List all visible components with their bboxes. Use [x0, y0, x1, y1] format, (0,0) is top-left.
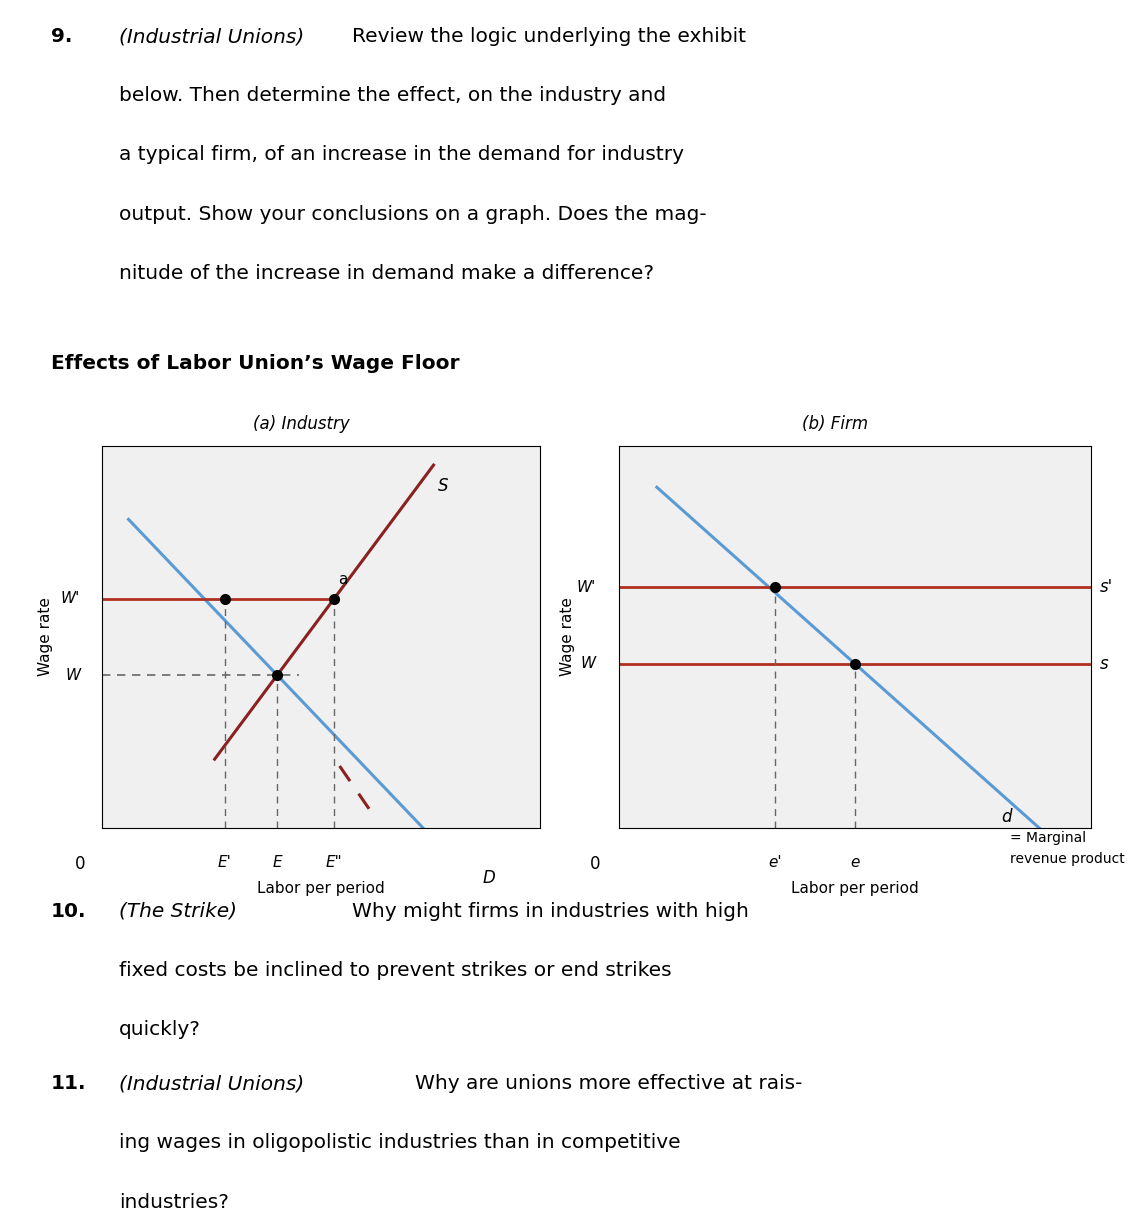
Text: Why are unions more effective at rais-: Why are unions more effective at rais-	[415, 1074, 802, 1093]
Text: W': W'	[61, 591, 81, 606]
Text: 9.: 9.	[51, 27, 73, 46]
Text: (Industrial Unions): (Industrial Unions)	[119, 1074, 304, 1093]
Text: 10.: 10.	[51, 902, 86, 920]
Text: W: W	[65, 668, 81, 683]
Text: = Marginal: = Marginal	[1010, 830, 1086, 845]
Text: Wage rate: Wage rate	[560, 598, 575, 676]
Text: 0: 0	[591, 855, 601, 872]
Text: output. Show your conclusions on a graph. Does the mag-: output. Show your conclusions on a graph…	[119, 205, 707, 223]
Text: 11.: 11.	[51, 1074, 86, 1093]
Text: a typical firm, of an increase in the demand for industry: a typical firm, of an increase in the de…	[119, 145, 684, 164]
Text: Why might firms in industries with high: Why might firms in industries with high	[352, 902, 749, 920]
Text: a: a	[339, 573, 348, 588]
Text: nitude of the increase in demand make a difference?: nitude of the increase in demand make a …	[119, 264, 654, 282]
Text: W: W	[580, 657, 595, 671]
Text: s: s	[1100, 654, 1109, 673]
Text: below. Then determine the effect, on the industry and: below. Then determine the effect, on the…	[119, 86, 667, 105]
Text: E: E	[273, 855, 282, 870]
Text: (b) Firm: (b) Firm	[802, 415, 868, 434]
Text: quickly?: quickly?	[119, 1020, 201, 1039]
Text: S: S	[437, 477, 449, 494]
Text: e': e'	[768, 855, 782, 870]
Text: e: e	[850, 855, 860, 870]
Text: (a) Industry: (a) Industry	[252, 415, 350, 434]
Text: Labor per period: Labor per period	[257, 881, 385, 897]
Text: (The Strike): (The Strike)	[119, 902, 237, 920]
Text: Labor per period: Labor per period	[791, 881, 919, 897]
Text: fixed costs be inclined to prevent strikes or end strikes: fixed costs be inclined to prevent strik…	[119, 961, 671, 979]
Text: 0: 0	[75, 855, 85, 872]
Text: Review the logic underlying the exhibit: Review the logic underlying the exhibit	[352, 27, 746, 46]
Text: W': W'	[576, 580, 595, 595]
Text: E': E'	[218, 855, 232, 870]
Text: Effects of Labor Union’s Wage Floor: Effects of Labor Union’s Wage Floor	[51, 354, 460, 372]
Text: industries?: industries?	[119, 1193, 229, 1211]
Text: s': s'	[1100, 578, 1113, 596]
Text: E": E"	[326, 855, 342, 870]
Text: D: D	[483, 870, 495, 887]
Text: Wage rate: Wage rate	[37, 598, 53, 676]
Text: revenue product: revenue product	[1010, 851, 1125, 866]
Text: ing wages in oligopolistic industries than in competitive: ing wages in oligopolistic industries th…	[119, 1133, 680, 1152]
Text: d: d	[1001, 808, 1011, 827]
Text: (Industrial Unions): (Industrial Unions)	[119, 27, 304, 46]
